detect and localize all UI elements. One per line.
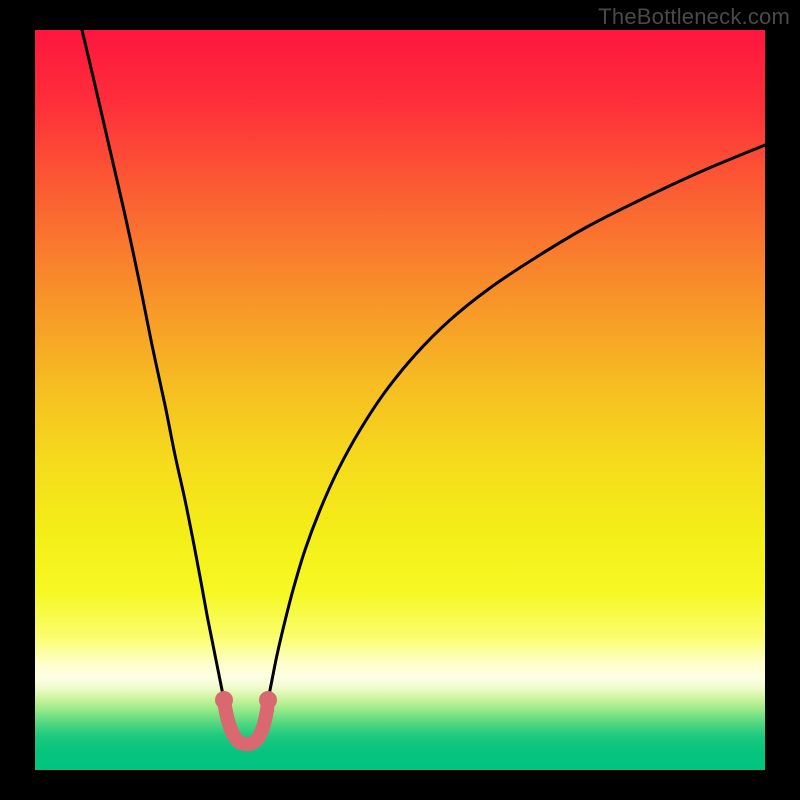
bottleneck-chart [0,0,800,800]
plot-area [35,30,765,770]
valley-bead [219,705,233,719]
watermark-text: TheBottleneck.com [598,4,790,30]
chart-container: TheBottleneck.com [0,0,800,800]
valley-bead [260,703,274,717]
